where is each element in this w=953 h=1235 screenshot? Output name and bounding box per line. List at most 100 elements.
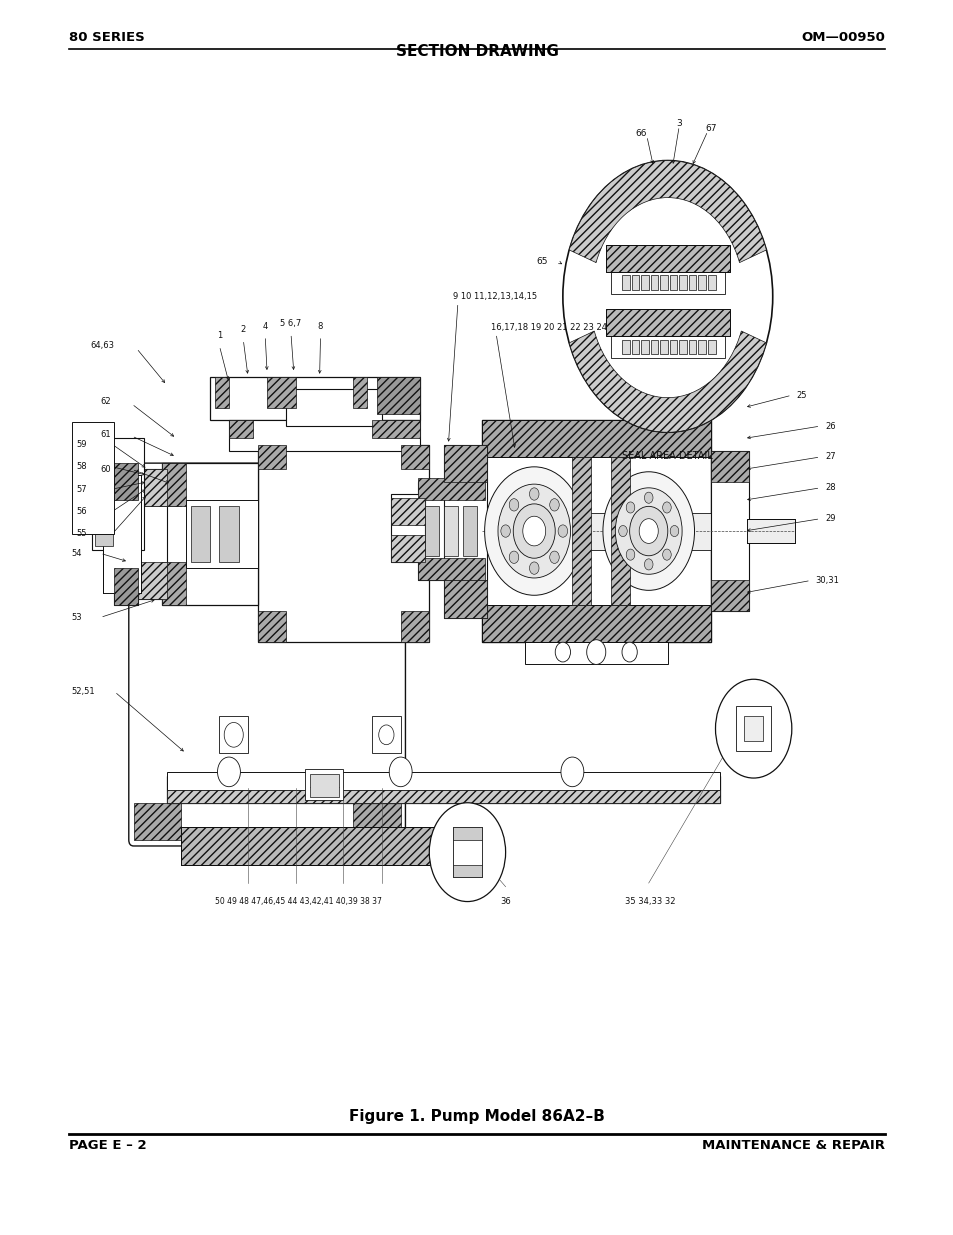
Bar — [610, 272, 724, 294]
Bar — [167, 776, 720, 803]
Text: 30,31: 30,31 — [815, 576, 839, 585]
Bar — [443, 506, 457, 556]
Bar — [391, 535, 424, 562]
Circle shape — [522, 516, 545, 546]
Bar — [453, 827, 481, 877]
Bar — [133, 562, 167, 599]
Text: 80 SERIES: 80 SERIES — [69, 31, 144, 44]
Bar — [417, 478, 484, 500]
Bar — [669, 275, 677, 290]
Bar — [191, 506, 210, 562]
Circle shape — [555, 642, 570, 662]
Bar — [95, 445, 112, 546]
Text: 25: 25 — [796, 390, 806, 400]
Bar — [71, 422, 114, 534]
Bar — [229, 420, 253, 438]
Circle shape — [715, 679, 791, 778]
Bar — [376, 377, 419, 414]
Circle shape — [621, 642, 637, 662]
Text: 35 34,33 32: 35 34,33 32 — [624, 897, 675, 906]
Circle shape — [224, 722, 243, 747]
Bar — [605, 245, 729, 272]
Bar — [400, 445, 429, 469]
Bar — [219, 506, 238, 562]
Wedge shape — [569, 331, 765, 432]
Text: 4: 4 — [262, 321, 268, 331]
Text: 29: 29 — [824, 514, 835, 524]
Circle shape — [602, 472, 694, 590]
Bar — [181, 827, 438, 864]
Circle shape — [625, 550, 634, 561]
Bar — [114, 568, 138, 605]
Bar — [481, 420, 710, 642]
Text: 60: 60 — [100, 464, 111, 474]
Bar — [114, 463, 138, 605]
Circle shape — [549, 551, 558, 563]
Text: 62: 62 — [100, 396, 111, 406]
Bar — [167, 790, 720, 803]
Bar — [462, 506, 476, 556]
Circle shape — [509, 499, 518, 511]
Bar — [698, 340, 705, 354]
Bar — [310, 774, 338, 797]
Circle shape — [644, 559, 653, 571]
Text: 50 49 48 47,46,45 44 43,42,41 40,39 38 37: 50 49 48 47,46,45 44 43,42,41 40,39 38 3… — [214, 897, 381, 906]
Circle shape — [429, 803, 505, 902]
Bar — [186, 500, 257, 568]
Bar — [631, 340, 639, 354]
Bar — [267, 377, 295, 408]
Text: 5 6,7: 5 6,7 — [280, 319, 301, 329]
Bar — [453, 827, 481, 840]
Text: 53: 53 — [71, 613, 82, 622]
Circle shape — [662, 550, 671, 561]
Bar — [605, 309, 729, 336]
Bar — [257, 445, 429, 642]
Bar — [621, 340, 629, 354]
Text: Figure 1. Pump Model 86A2–B: Figure 1. Pump Model 86A2–B — [349, 1109, 604, 1124]
Bar — [572, 457, 591, 605]
Bar — [417, 482, 484, 580]
Bar — [710, 451, 748, 482]
Bar — [743, 716, 762, 741]
Bar — [286, 389, 381, 426]
Text: 2: 2 — [240, 325, 246, 335]
Bar — [162, 463, 257, 605]
Bar — [91, 438, 144, 550]
Text: 28: 28 — [824, 483, 835, 493]
Circle shape — [560, 757, 583, 787]
Bar — [710, 451, 748, 611]
Bar — [162, 463, 186, 506]
Bar — [453, 864, 481, 877]
Circle shape — [500, 525, 510, 537]
Text: 55: 55 — [76, 529, 87, 538]
Circle shape — [549, 499, 558, 511]
Bar — [481, 420, 710, 457]
Text: 67: 67 — [704, 124, 716, 133]
Bar — [181, 827, 438, 864]
Circle shape — [670, 526, 679, 537]
Bar — [605, 245, 729, 272]
Bar — [650, 275, 658, 290]
Text: 27: 27 — [824, 452, 835, 462]
Bar — [424, 506, 438, 556]
Text: 64,63: 64,63 — [91, 341, 114, 351]
Circle shape — [497, 484, 570, 578]
Bar — [372, 420, 419, 438]
Circle shape — [562, 161, 772, 432]
Bar — [688, 275, 696, 290]
Circle shape — [389, 757, 412, 787]
Bar — [103, 475, 141, 593]
Bar — [257, 611, 286, 642]
Text: 36: 36 — [499, 897, 511, 906]
Circle shape — [217, 757, 240, 787]
Bar — [710, 580, 748, 611]
Bar — [443, 580, 486, 618]
Bar — [610, 457, 629, 605]
Bar — [210, 377, 419, 420]
Bar — [162, 562, 186, 605]
Bar — [481, 513, 710, 550]
Circle shape — [484, 467, 583, 595]
Bar — [688, 340, 696, 354]
Circle shape — [529, 488, 538, 500]
Bar — [133, 469, 181, 506]
